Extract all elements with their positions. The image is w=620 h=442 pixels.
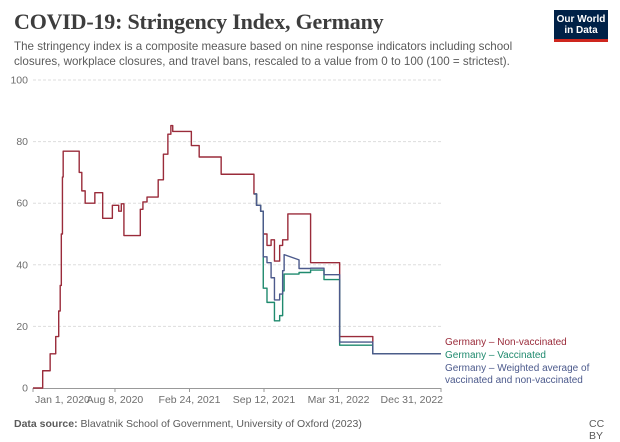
data-source-label: Data source: (14, 418, 78, 430)
y-gridlines (33, 79, 441, 327)
y-tick-label-40: 40 (16, 259, 28, 271)
logo-line-1: Our World (556, 14, 606, 25)
y-tick-label-60: 60 (16, 198, 28, 210)
x-tick-label-5: Dec 31, 2022 (381, 394, 444, 406)
legend-weighted-line-1: Germany – Weighted average of (445, 363, 590, 374)
x-tick-label-0: Jan 1, 2020 (35, 394, 90, 406)
data-source-note: Data source: Blavatnik School of Governm… (14, 418, 362, 430)
legend-vaccinated: Germany – Vaccinated (445, 350, 546, 361)
y-tick-label-80: 80 (16, 136, 28, 148)
y-tick-label-0: 0 (22, 383, 28, 395)
y-tick-label-100: 100 (10, 75, 28, 87)
y-axis-tick-labels: 0 20 40 60 80 100 (10, 75, 28, 395)
legend-non-vaccinated: Germany – Non-vaccinated (445, 337, 567, 348)
series-lines (33, 124, 441, 389)
license-link[interactable]: CC BY (589, 418, 605, 442)
chart-title: COVID-19: Stringency Index, Germany (14, 9, 384, 34)
owid-logo[interactable]: Our World in Data (554, 10, 608, 42)
x-tick-label-4: Mar 31, 2022 (308, 394, 370, 406)
logo-line-2: in Data (564, 25, 598, 36)
logo-accent-bar (554, 39, 608, 42)
y-tick-label-20: 20 (16, 321, 28, 333)
data-source-text: Blavatnik School of Government, Universi… (80, 418, 362, 430)
x-tick-label-1: Aug 8, 2020 (87, 394, 144, 406)
series-legend: Germany – Non-vaccinated Germany – Vaccin… (445, 337, 590, 386)
chart-subtitle: The stringency index is a composite meas… (14, 40, 513, 68)
legend-weighted-line-2: vaccinated and non-vaccinated (445, 375, 583, 386)
series-line-weighted-average (253, 193, 441, 355)
series-line-non-vaccinated (33, 124, 441, 389)
x-tick-label-3: Sep 12, 2021 (233, 394, 296, 406)
x-tick-label-2: Feb 24, 2021 (159, 394, 221, 406)
